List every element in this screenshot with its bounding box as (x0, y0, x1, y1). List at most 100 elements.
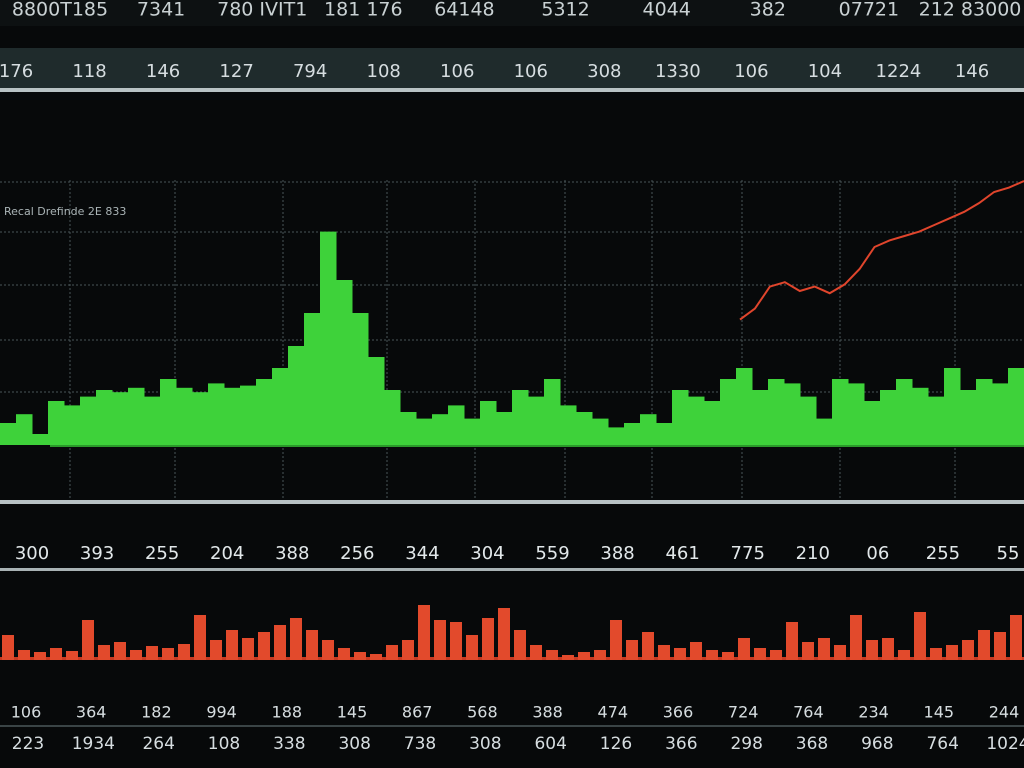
green-bar (576, 412, 593, 445)
green-bar (464, 418, 481, 445)
green-bar (192, 392, 209, 445)
value-label: 764 (793, 703, 824, 722)
value-label: 308 (469, 734, 501, 754)
volume-bar (866, 640, 878, 660)
value-label: 104 (808, 61, 842, 82)
value-label: 604 (534, 734, 566, 754)
ticker-bar (0, 48, 1024, 88)
value-label: 118 (72, 61, 106, 82)
volume-bar (226, 630, 238, 660)
value-label: 474 (598, 703, 629, 722)
volume-bar (354, 652, 366, 660)
volume-bar (546, 650, 558, 660)
value-label: 298 (730, 734, 762, 754)
volume-bar (338, 648, 350, 660)
green-bar (752, 390, 769, 445)
value-label: 338 (273, 734, 305, 754)
volume-bar (258, 632, 270, 660)
value-label: 366 (663, 703, 694, 722)
volume-bar (578, 652, 590, 660)
value-label: 8800T185 (12, 0, 108, 21)
value-label: 146 (146, 61, 180, 82)
value-label: 994 (206, 703, 237, 722)
volume-bar (626, 640, 638, 660)
green-bar (592, 418, 609, 445)
volume-bar (642, 632, 654, 660)
value-label: 1330 (655, 61, 701, 82)
green-bar (672, 390, 689, 445)
value-label: 1024 (986, 734, 1024, 754)
volume-bar (514, 630, 526, 660)
volume-bar (530, 645, 542, 660)
value-label: 300 (15, 543, 49, 564)
value-label: 867 (402, 703, 433, 722)
volume-bar (930, 648, 942, 660)
volume-bar (914, 612, 926, 660)
volume-bar (162, 648, 174, 660)
volume-bar (306, 630, 318, 660)
volume-bar (482, 618, 494, 660)
volume-bar (594, 650, 606, 660)
green-bar (112, 392, 129, 445)
value-label: 738 (404, 734, 436, 754)
green-bar (496, 412, 513, 445)
volume-bar (466, 635, 478, 660)
volume-bar (50, 648, 62, 660)
top-bar (0, 0, 1024, 26)
value-label: 366 (665, 734, 697, 754)
green-bar (560, 405, 577, 445)
volume-baseline (0, 657, 1024, 660)
divider (0, 500, 1024, 504)
volume-bar (850, 615, 862, 660)
value-label: 304 (470, 543, 504, 564)
value-label: 106 (11, 703, 42, 722)
value-label: 255 (926, 543, 960, 564)
green-bar (96, 390, 113, 445)
value-label: 1934 (72, 734, 115, 754)
value-label: 382 (750, 0, 786, 21)
volume-bar (946, 645, 958, 660)
green-bar (32, 434, 49, 445)
volume-bar (98, 645, 110, 660)
green-bar (320, 231, 337, 445)
volume-bar (802, 642, 814, 660)
value-label: 212 83000 (919, 0, 1022, 21)
green-bar (384, 390, 401, 445)
divider (0, 88, 1024, 92)
volume-bar (962, 640, 974, 660)
value-label: 145 (337, 703, 368, 722)
volume-bar (658, 645, 670, 660)
value-label: 255 (145, 543, 179, 564)
volume-bar (146, 646, 158, 660)
volume-bar (754, 648, 766, 660)
value-label: 568 (467, 703, 498, 722)
green-bar (1008, 368, 1024, 445)
value-label: 388 (532, 703, 563, 722)
green-bar (640, 414, 657, 445)
volume-bar (498, 608, 510, 660)
value-label: 182 (141, 703, 172, 722)
green-bar (784, 383, 801, 445)
green-bar (288, 346, 305, 445)
value-label: 794 (293, 61, 327, 82)
volume-bar (722, 652, 734, 660)
grid (0, 180, 1024, 500)
volume-bar (738, 638, 750, 660)
volume-bar (786, 622, 798, 660)
green-bar (160, 379, 177, 445)
volume-bar (706, 650, 718, 660)
value-label: 106 (440, 61, 474, 82)
green-bar (80, 396, 97, 445)
divider (0, 725, 1024, 727)
volume-bar (402, 640, 414, 660)
volume-bar (434, 620, 446, 660)
value-label: 1224 (876, 61, 922, 82)
green-bar (832, 379, 849, 445)
volume-bar (210, 640, 222, 660)
value-label: 393 (80, 543, 114, 564)
volume-bar (818, 638, 830, 660)
value-label: 106 (734, 61, 768, 82)
value-label: 108 (367, 61, 401, 82)
value-label: 461 (665, 543, 699, 564)
